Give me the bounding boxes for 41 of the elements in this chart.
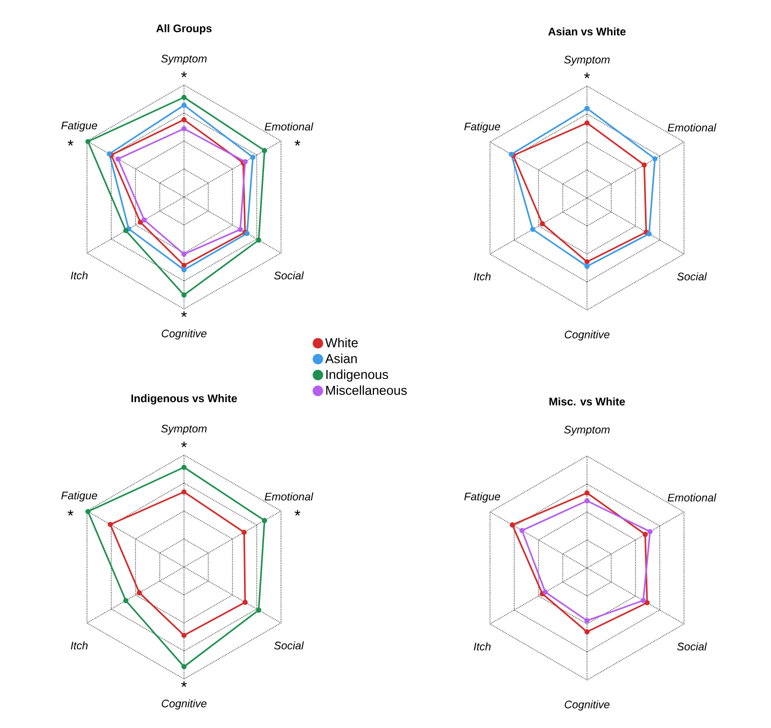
spoke-label: Symptom — [161, 424, 207, 435]
text: * — [584, 72, 590, 78]
text: * — [181, 72, 187, 78]
spoke-label: Fatigue — [61, 121, 98, 132]
text: * — [68, 140, 74, 146]
legend-label: Asian — [325, 354, 357, 364]
spoke-label: Cognitive — [162, 329, 206, 340]
spoke-label: Emotional — [668, 123, 716, 132]
chart-title: All Groups — [156, 24, 212, 34]
spoke-label: Social — [274, 271, 304, 280]
text: * — [294, 140, 300, 146]
legend-label: Miscellaneous — [326, 385, 407, 395]
legend-label: Indigenous — [326, 370, 388, 382]
spoke-label: Social — [677, 642, 707, 650]
spoke-label: Itch — [474, 272, 491, 280]
spoke-label: Social — [274, 641, 304, 650]
chart-title: Misc. vs White — [549, 397, 625, 406]
spoke-label: Fatigue — [464, 122, 500, 133]
spoke-label: Emotional — [264, 492, 314, 500]
legend-label: White — [325, 338, 358, 348]
text: * — [181, 311, 187, 317]
spoke-label: Fatigue — [464, 492, 500, 503]
text: * — [181, 442, 187, 448]
chart-title: Indigenous vs White — [131, 394, 237, 404]
spoke-label: Itch — [70, 271, 88, 280]
spoke-label: Social — [677, 272, 707, 280]
spoke-label: Symptom — [161, 54, 207, 65]
spoke-label: Itch — [70, 641, 88, 650]
text: * — [294, 510, 300, 516]
spoke-label: Emotional — [668, 493, 716, 502]
spoke-label: Emotional — [264, 122, 314, 130]
text: * — [181, 681, 187, 687]
spoke-label: Symptom — [564, 426, 610, 436]
spoke-label: Cognitive — [564, 330, 610, 341]
spoke-label: Symptom — [564, 56, 610, 66]
chart-title: Asian vs White — [548, 27, 626, 36]
text: * — [68, 510, 74, 516]
spoke-label: Itch — [474, 642, 491, 650]
spoke-label: Cognitive — [162, 699, 206, 710]
spoke-label: Cognitive — [564, 700, 610, 711]
spoke-label: Fatigue — [61, 491, 98, 502]
